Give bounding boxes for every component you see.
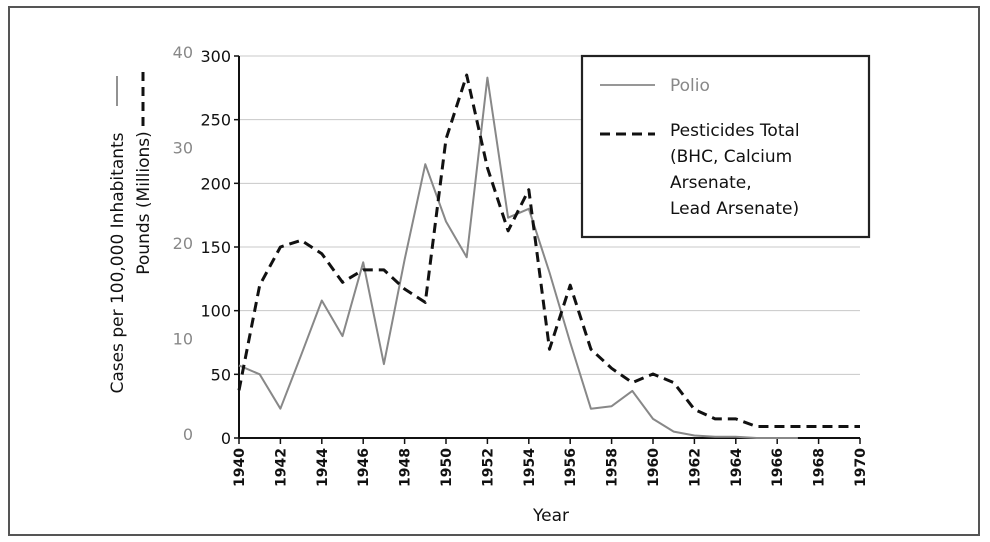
polio-pesticides-chart: 0 50 100 150 200 250 300 0 10 20 30 40 1940 1942 1944 1… <box>108 43 871 526</box>
legend-pesticides-label-2: (BHC, Calcium <box>670 147 792 167</box>
x-tick-label-1942: 1942 <box>273 448 289 487</box>
y-secondary-tick-label-30: 30 <box>173 139 193 158</box>
y-axis-primary-title: Cases per 100,000 Inhabitants <box>108 132 128 393</box>
y-primary-tick-label-100: 100 <box>200 302 231 321</box>
x-tick-label-1960: 1960 <box>646 448 662 487</box>
y-secondary-tick-label-40: 40 <box>173 43 193 62</box>
x-tick-label-1940: 1940 <box>232 448 248 487</box>
chart-frame: 0 50 100 150 200 250 300 0 10 20 30 40 1940 1942 1944 1… <box>8 6 980 536</box>
x-tick-label-1964: 1964 <box>729 448 745 487</box>
grid <box>239 55 860 375</box>
y-secondary-tick-label-20: 20 <box>173 234 193 253</box>
pesticides-line <box>237 73 860 428</box>
x-tick-label-1954: 1954 <box>522 448 538 487</box>
y-primary-tick-label-200: 200 <box>200 174 231 193</box>
y-axis-secondary-title: Pounds (Millions) <box>134 131 154 275</box>
x-tick-label-1962: 1962 <box>687 448 703 487</box>
x-tick-label-1948: 1948 <box>398 448 414 487</box>
legend-pesticides-label-1: Pesticides Total <box>670 121 800 141</box>
x-tick-label-1944: 1944 <box>315 448 331 487</box>
legend-pesticides-label-3: Arsenate, <box>670 173 752 193</box>
x-tick-label-1970: 1970 <box>853 448 869 487</box>
ticks: 0 50 100 150 200 250 300 0 10 20 30 40 1940 1942 1944 1… <box>173 43 869 487</box>
x-axis-title: Year <box>532 506 569 526</box>
legend-box <box>580 54 871 239</box>
x-tick-label-1968: 1968 <box>812 448 828 487</box>
x-tick-label-1952: 1952 <box>480 448 496 487</box>
y-primary-tick-label-150: 150 <box>200 238 231 257</box>
x-tick-label-1946: 1946 <box>356 448 372 487</box>
x-tick-label-1958: 1958 <box>605 448 621 487</box>
legend-polio-label: Polio <box>670 76 710 96</box>
series <box>237 73 860 439</box>
y-primary-tick-label-50: 50 <box>211 365 231 384</box>
y-primary-tick-label-250: 250 <box>200 111 231 130</box>
legend-pesticides-label-4: Lead Arsenate) <box>670 199 799 219</box>
x-tick-label-1956: 1956 <box>563 448 579 487</box>
legend: Polio Pesticides Total (BHC, Calcium Ars… <box>580 54 871 239</box>
y-primary-tick-label-300: 300 <box>200 47 231 66</box>
x-tick-label-1966: 1966 <box>770 448 786 487</box>
y-secondary-tick-label-10: 10 <box>173 330 193 349</box>
y-secondary-tick-label-0: 0 <box>183 425 193 444</box>
x-tick-label-1950: 1950 <box>439 448 455 487</box>
y-primary-tick-label-0: 0 <box>221 429 231 448</box>
